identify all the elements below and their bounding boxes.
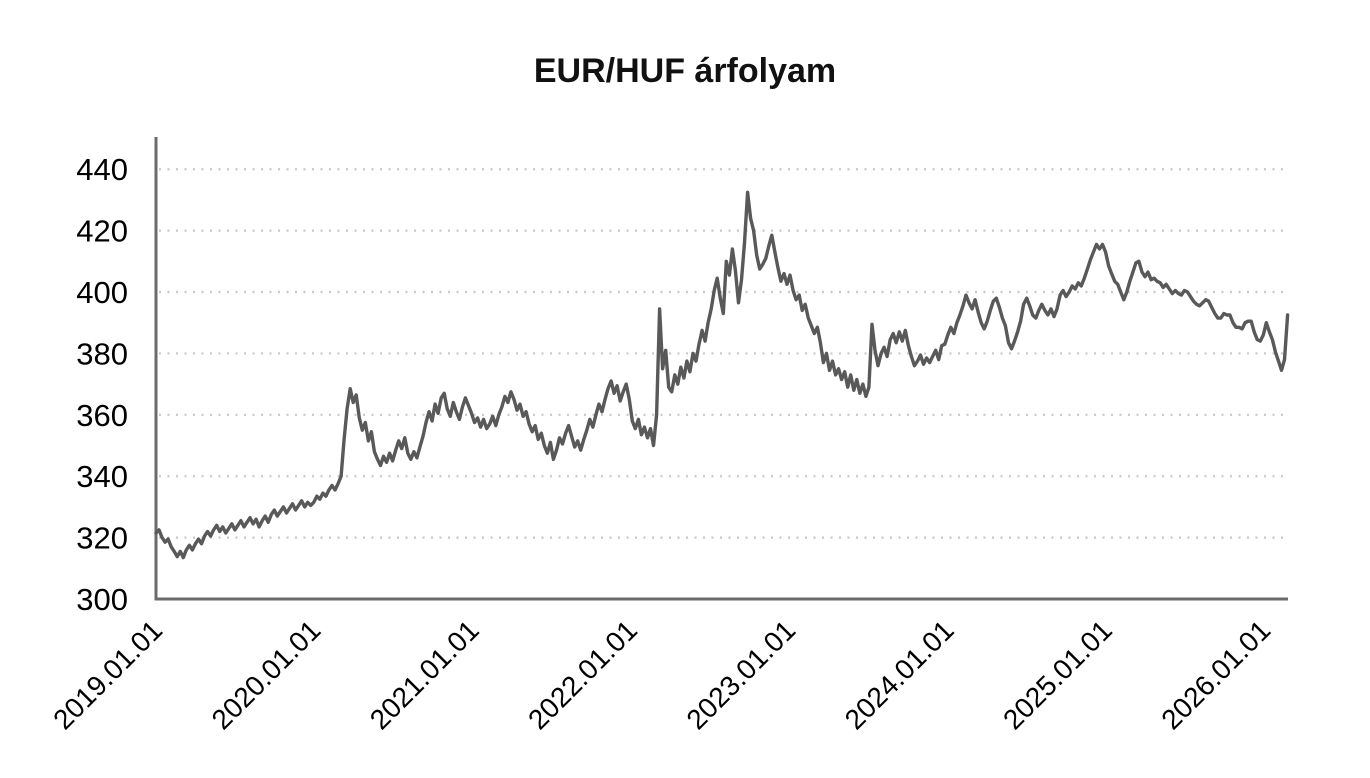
series-group	[154, 190, 1290, 560]
axes-group	[154, 137, 1288, 601]
y-axis-labels-group: 300 320 340 360 380 400 420 440	[76, 152, 128, 617]
x-tick-label-2021.01.01: 2021.01.01	[364, 614, 485, 735]
y-tick-label-420: 420	[76, 214, 128, 249]
gridlines-group	[159, 168, 1288, 539]
y-tick-label-320: 320	[76, 521, 128, 556]
x-tick-label-2020.01.01: 2020.01.01	[206, 614, 327, 735]
x-tick-label-2025.01.01: 2025.01.01	[997, 614, 1118, 735]
x-axis-labels-group: 2019.01.01 2020.01.01 2021.01.01 2022.01.01…	[47, 614, 1276, 735]
x-tick-label-2026.01.01: 2026.01.01	[1155, 614, 1276, 735]
x-tick-label-2023.01.01: 2023.01.01	[680, 614, 801, 735]
y-tick-label-400: 400	[76, 275, 128, 310]
y-tick-label-440: 440	[76, 152, 128, 187]
y-tick-label-360: 360	[76, 398, 128, 433]
x-tick-label-2024.01.01: 2024.01.01	[839, 614, 960, 735]
eur-huf-series-line	[154, 190, 1290, 560]
x-tick-label-2022.01.01: 2022.01.01	[522, 614, 643, 735]
y-tick-label-300: 300	[76, 582, 128, 617]
y-tick-label-340: 340	[76, 459, 128, 494]
chart-title: EUR/HUF árfolyam	[534, 52, 836, 90]
x-tick-label-2019.01.01: 2019.01.01	[47, 614, 168, 735]
y-tick-label-380: 380	[76, 336, 128, 371]
